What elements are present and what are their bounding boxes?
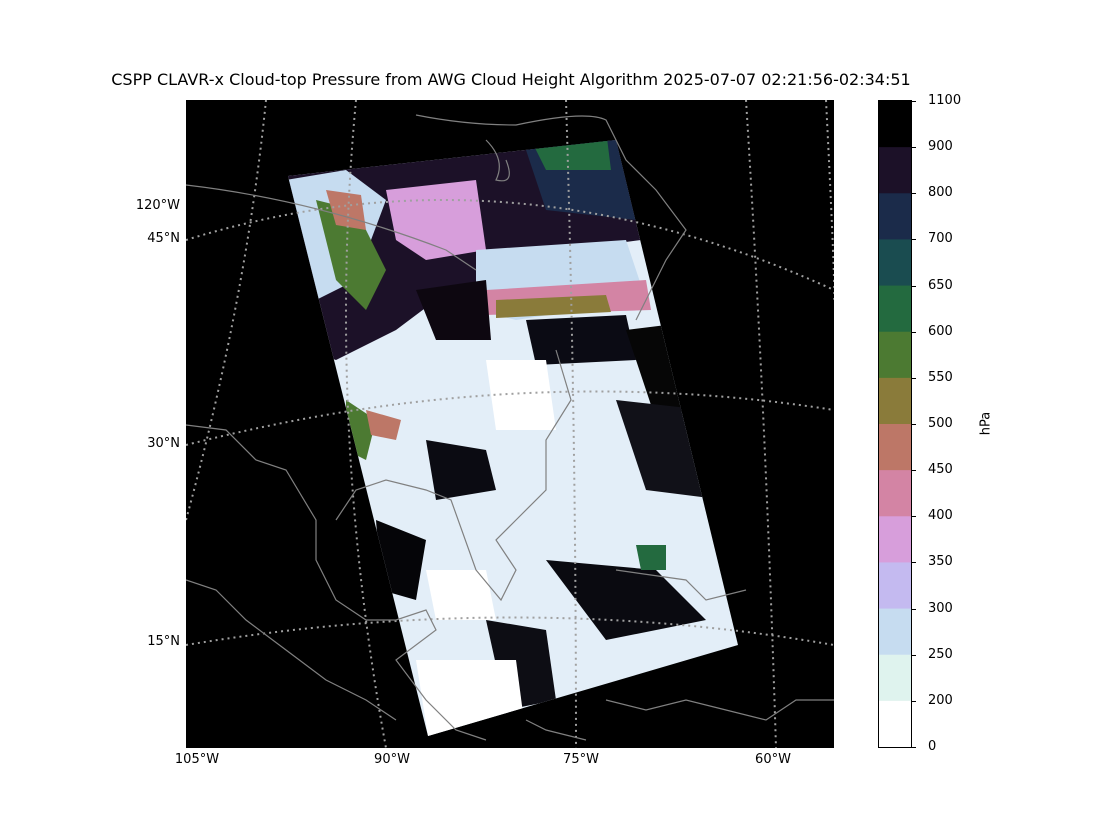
lat-label-15n: 15°N (147, 634, 180, 649)
colorbar-swatch (879, 654, 911, 702)
colorbar-tick-label: 550 (928, 369, 953, 385)
colorbar-tick (911, 147, 916, 149)
colorbar-tick-label: 200 (928, 692, 953, 708)
colorbar-tick-label: 500 (928, 416, 953, 431)
satellite-swath (288, 140, 738, 736)
colorbar-tick-label: 700 (928, 231, 953, 247)
colorbar-swatches (879, 101, 911, 747)
coastlines (186, 114, 834, 741)
lon-label-75w: 75°W (563, 752, 599, 767)
colorbar-swatch (879, 516, 911, 563)
colorbar-tick (911, 608, 916, 610)
lon-label-120w: 120°W (135, 198, 180, 213)
lon-label-60w: 60°W (755, 752, 791, 767)
colorbar-tick-label: 600 (928, 323, 953, 339)
colorbar-swatch (879, 470, 911, 517)
chart-title: CSPP CLAVR-x Cloud-top Pressure from AWG… (111, 70, 911, 89)
colorbar-tick-label: 300 (928, 600, 953, 616)
graticule (186, 100, 834, 748)
colorbar-tick-label: 350 (928, 554, 953, 570)
colorbar-tick (911, 747, 916, 748)
colorbar-tick (911, 654, 916, 656)
colorbar-tick (911, 516, 916, 518)
colorbar-tick-label: 650 (928, 277, 953, 293)
colorbar-tick (911, 285, 916, 287)
lat-label-45n: 45°N (147, 231, 180, 246)
colorbar-tick-label: 0 (928, 739, 937, 754)
colorbar-tick-label: 250 (928, 646, 953, 662)
colorbar-tick-label: 400 (928, 508, 953, 524)
colorbar-tick (911, 700, 916, 702)
colorbar-swatch (879, 147, 911, 194)
colorbar-swatch (879, 562, 911, 610)
lon-label-90w: 90°W (374, 752, 410, 767)
lon-label-105w: 105°W (174, 752, 220, 767)
colorbar-swatch (879, 193, 911, 240)
colorbar-tick (911, 470, 916, 472)
colorbar-tick (911, 193, 916, 195)
map-panel[interactable] (186, 100, 834, 748)
colorbar-tick (911, 424, 916, 425)
colorbar-swatch (879, 700, 911, 747)
colorbar-swatch (879, 377, 911, 425)
colorbar-swatch (879, 424, 911, 471)
colorbar (878, 100, 912, 748)
colorbar-tick-label: 1100 (928, 93, 962, 108)
colorbar-swatch (879, 331, 911, 379)
colorbar-swatch (879, 285, 911, 333)
colorbar-tick (911, 101, 916, 102)
map-canvas (186, 100, 834, 748)
colorbar-swatch (879, 239, 911, 287)
colorbar-tick-label: 800 (928, 185, 953, 201)
colorbar-tick (911, 239, 916, 241)
colorbar-swatch (879, 608, 911, 656)
colorbar-tick (911, 377, 916, 379)
colorbar-tick-label: 450 (928, 462, 953, 478)
colorbar-tick-label: 900 (928, 139, 953, 155)
colorbar-swatch (879, 101, 911, 148)
colorbar-tick (911, 331, 916, 333)
colorbar-tick (911, 562, 916, 564)
lat-label-30n: 30°N (147, 436, 180, 451)
colorbar-unit-label: hPa (978, 411, 994, 436)
